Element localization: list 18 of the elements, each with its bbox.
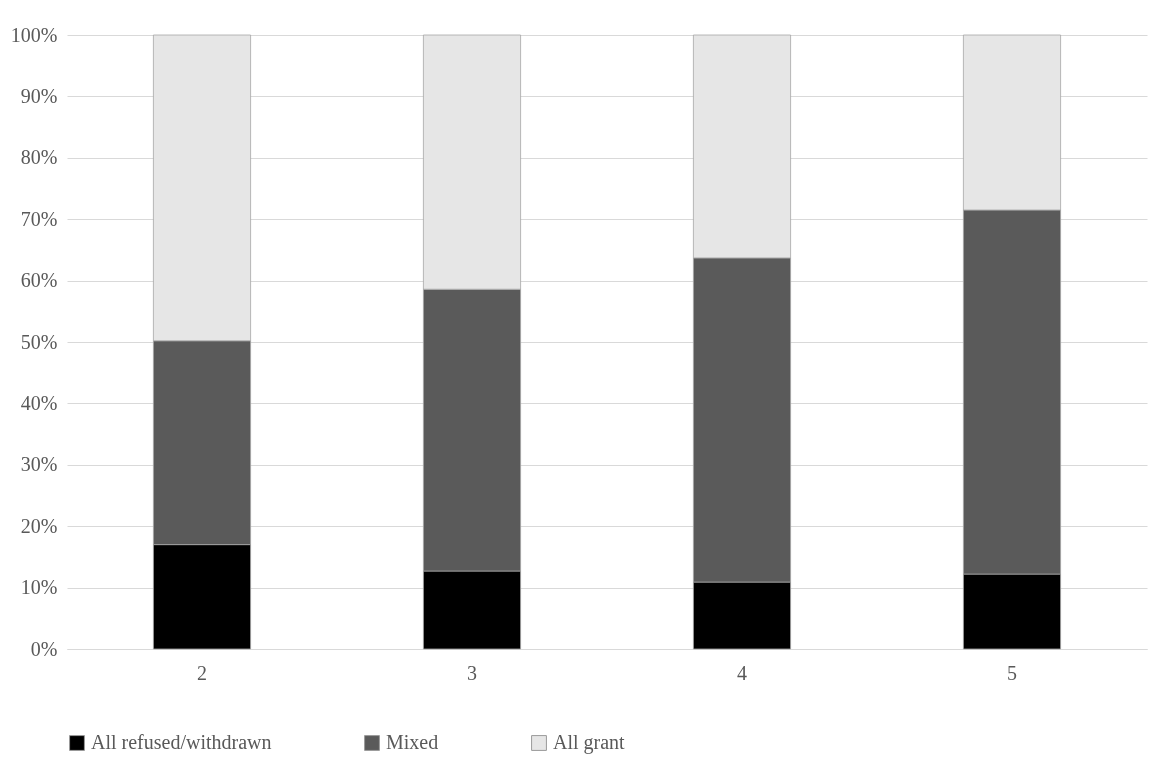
legend-label: All refused/withdrawn [91,731,272,753]
legend-label: All grant [553,731,626,754]
y-tick-label: 80% [20,146,58,169]
x-tick-label: 3 [467,661,477,684]
y-tick-label: 10% [20,576,58,599]
y-tick-label: 100% [10,23,58,46]
y-tick-label: 40% [20,391,58,414]
x-tick-label: 4 [737,661,747,684]
legend-label: Mixed [386,731,439,753]
x-tick-label: 2 [197,661,207,684]
y-tick-label: 90% [20,84,58,107]
y-tick-label: 70% [20,207,58,230]
x-tick-label: 5 [1007,661,1017,684]
y-tick-label: 0% [30,637,58,660]
y-tick-label: 20% [20,514,58,537]
y-tick-label: 30% [20,453,58,476]
y-tick-label: 60% [20,269,58,292]
y-tick-label: 50% [20,330,58,353]
